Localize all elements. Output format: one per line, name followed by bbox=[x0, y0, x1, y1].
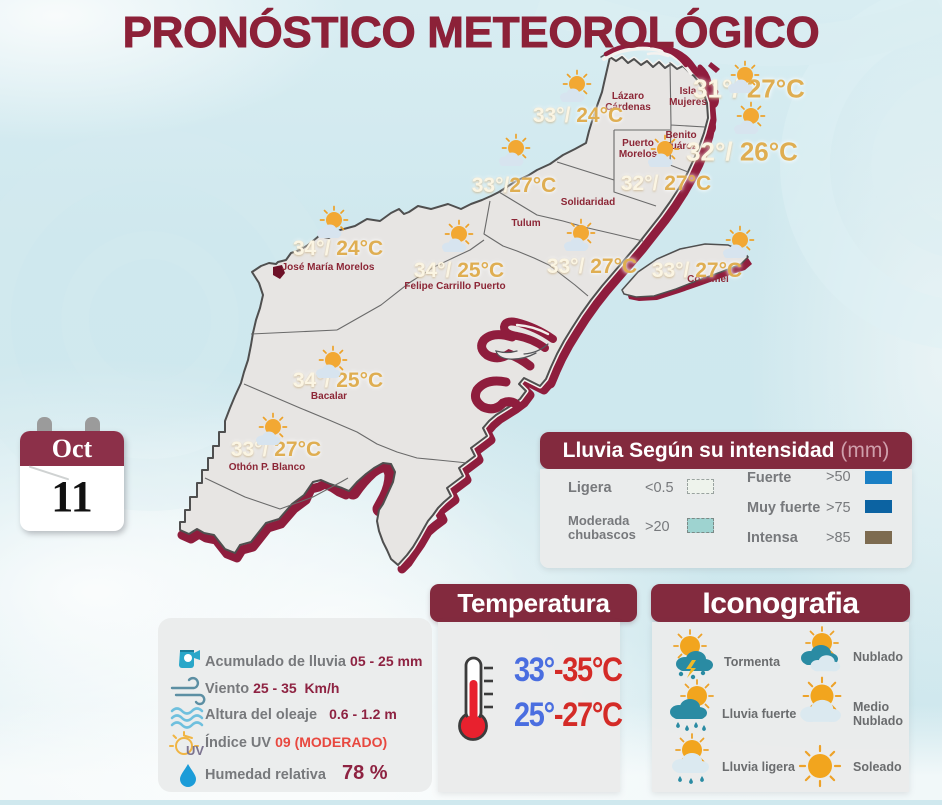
svg-text:UV: UV bbox=[186, 743, 204, 758]
